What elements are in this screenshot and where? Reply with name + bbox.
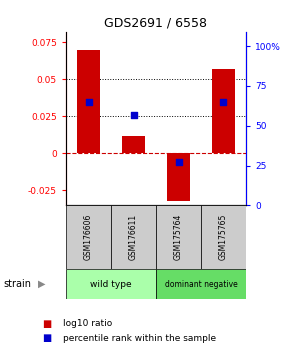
Text: percentile rank within the sample: percentile rank within the sample [63, 333, 216, 343]
Text: log10 ratio: log10 ratio [63, 319, 112, 329]
Point [221, 99, 226, 105]
Text: GSM175764: GSM175764 [174, 214, 183, 261]
Title: GDS2691 / 6558: GDS2691 / 6558 [104, 16, 208, 29]
Point [86, 99, 91, 105]
Text: GSM176606: GSM176606 [84, 214, 93, 261]
Text: ■: ■ [42, 319, 51, 329]
Text: strain: strain [3, 279, 31, 289]
Point [131, 112, 136, 118]
Point [176, 160, 181, 165]
Bar [122, 136, 145, 153]
Bar [156, 205, 201, 269]
Text: ■: ■ [42, 333, 51, 343]
Bar [77, 50, 100, 153]
Bar [201, 205, 246, 269]
Bar [111, 205, 156, 269]
Bar [66, 269, 156, 299]
Text: GSM175765: GSM175765 [219, 214, 228, 261]
Bar [156, 269, 246, 299]
Text: dominant negative: dominant negative [165, 280, 237, 289]
Bar [66, 205, 111, 269]
Text: wild type: wild type [90, 280, 132, 289]
Bar [212, 69, 235, 153]
Text: ▶: ▶ [38, 279, 46, 289]
Bar [167, 153, 190, 201]
Text: GSM176611: GSM176611 [129, 214, 138, 260]
